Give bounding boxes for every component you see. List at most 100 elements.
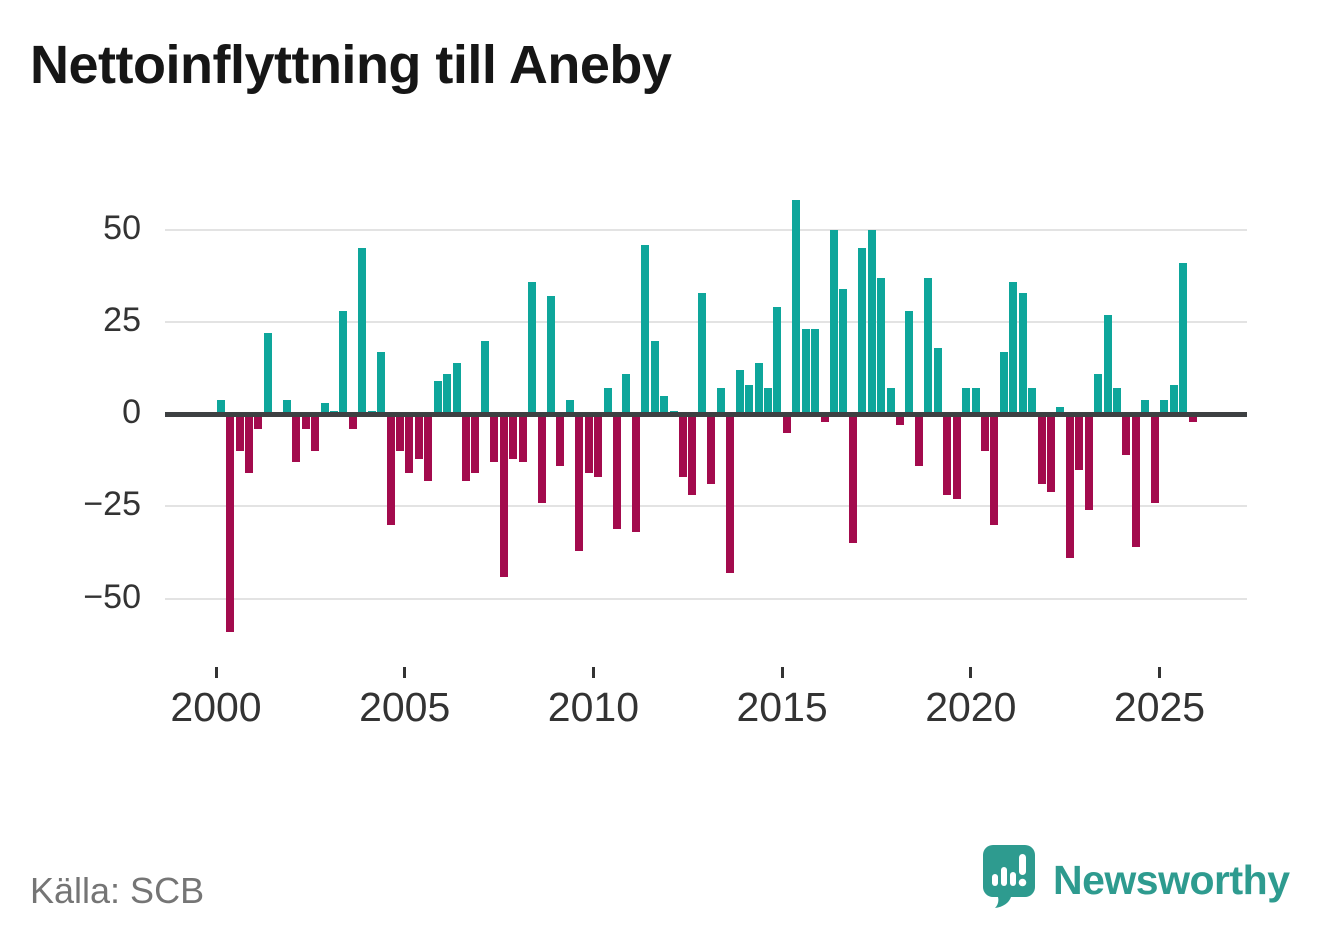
bar-2022-q2 <box>1056 406 1065 415</box>
bar-2024-q4 <box>1150 414 1159 503</box>
bar-2021-q3 <box>1028 388 1037 415</box>
bar-2018-q3 <box>914 414 923 466</box>
bar-2010-q3 <box>612 414 621 529</box>
bar-2009-q4 <box>584 414 593 474</box>
bar-2024-q2 <box>1131 414 1140 548</box>
x-axis-tick-2025 <box>1158 667 1161 678</box>
bar-2020-q4 <box>999 351 1008 415</box>
bar-2025-q3 <box>1179 263 1188 415</box>
chart-title: Nettoinflyttning till Aneby <box>30 35 672 95</box>
bar-2004-q3 <box>386 414 395 525</box>
bar-2020-q3 <box>990 414 999 525</box>
bar-2002-q3 <box>311 414 320 452</box>
x-axis-label-2025: 2025 <box>1113 684 1206 730</box>
bar-2022-q1 <box>1046 414 1055 492</box>
bar-2000-q3 <box>235 414 244 452</box>
x-axis-tick-2015 <box>780 667 784 678</box>
y-axis-label--50: −50 <box>83 577 141 616</box>
bar-2004-q2 <box>377 351 386 415</box>
bar-2002-q1 <box>292 414 301 463</box>
gridline-y--50 <box>165 597 1247 600</box>
bar-2010-q2 <box>603 388 612 415</box>
bar-2012-q2 <box>679 414 688 477</box>
bar-2009-q2 <box>565 399 574 415</box>
gridline-y-50 <box>165 228 1247 231</box>
bar-2006-q2 <box>452 362 461 415</box>
bar-2005-q3 <box>424 414 433 481</box>
gridline-y--25 <box>165 505 1247 508</box>
bar-2024-q3 <box>1141 399 1150 415</box>
bar-2022-q4 <box>1075 414 1084 470</box>
bar-2011-q2 <box>641 244 650 415</box>
bar-2017-q1 <box>858 248 867 415</box>
bar-2025-q2 <box>1169 384 1178 415</box>
bar-2007-q3 <box>499 414 508 577</box>
bar-2011-q1 <box>631 414 640 533</box>
gridline-y-25 <box>165 321 1247 324</box>
bar-2020-q2 <box>980 414 989 452</box>
bar-2014-q1 <box>745 384 754 415</box>
bar-2013-q1 <box>707 414 716 485</box>
bar-2016-q3 <box>839 288 848 415</box>
bar-2000-q2 <box>226 414 235 632</box>
bar-2023-q4 <box>1113 388 1122 415</box>
bar-2002-q2 <box>301 414 310 430</box>
bar-2008-q2 <box>528 281 537 415</box>
bar-2014-q2 <box>754 362 763 415</box>
y-axis-label--25: −25 <box>83 485 141 524</box>
bar-2005-q2 <box>414 414 423 459</box>
bar-2011-q4 <box>660 395 669 415</box>
newsworthy-logo-text: Newsworthy <box>1053 856 1290 903</box>
x-axis-label-2000: 2000 <box>170 684 262 730</box>
y-axis-label-50: 50 <box>103 208 141 247</box>
bar-2003-q2 <box>339 311 348 415</box>
bar-2006-q4 <box>471 414 480 474</box>
bar-2007-q1 <box>480 340 489 415</box>
bar-2019-q2 <box>943 414 952 496</box>
bar-2011-q3 <box>650 340 659 415</box>
bar-2018-q2 <box>905 311 914 415</box>
bar-2012-q3 <box>688 414 697 496</box>
newsworthy-speech-bubble-chart-icon <box>981 843 1037 918</box>
bar-2015-q1 <box>782 414 791 433</box>
bar-2001-q2 <box>263 333 272 415</box>
bar-2000-q1 <box>216 399 225 415</box>
bar-2010-q4 <box>622 373 631 415</box>
bar-2007-q4 <box>509 414 518 459</box>
bar-2008-q3 <box>537 414 546 503</box>
bar-2022-q3 <box>1065 414 1074 559</box>
bar-2003-q3 <box>348 414 357 430</box>
bar-2023-q1 <box>1084 414 1093 511</box>
bar-2000-q4 <box>245 414 254 474</box>
bar-2017-q2 <box>867 229 876 415</box>
bar-2014-q3 <box>763 388 772 415</box>
bar-2016-q2 <box>829 229 838 415</box>
bar-2019-q3 <box>952 414 961 500</box>
bar-2021-q1 <box>1009 281 1018 415</box>
x-axis-tick-2020 <box>969 667 973 678</box>
y-axis-label-0: 0 <box>122 393 141 432</box>
bar-2014-q4 <box>773 307 782 415</box>
bar-2016-q4 <box>848 414 857 544</box>
bar-2006-q1 <box>443 373 452 415</box>
bar-2013-q3 <box>726 414 735 573</box>
bar-2008-q4 <box>546 296 555 415</box>
bar-2010-q1 <box>594 414 603 477</box>
x-axis-tick-2005 <box>403 667 407 678</box>
bar-2023-q2 <box>1094 373 1103 415</box>
bar-2017-q3 <box>877 277 886 415</box>
bar-2020-q1 <box>971 388 980 415</box>
bar-2015-q4 <box>811 329 820 415</box>
x-axis-label-2005: 2005 <box>359 684 451 730</box>
bar-2007-q2 <box>490 414 499 463</box>
x-axis-label-2015: 2015 <box>736 684 828 730</box>
bar-2025-q4 <box>1188 414 1197 422</box>
bar-2021-q4 <box>1037 414 1046 485</box>
source-note: Källa: SCB <box>30 870 205 911</box>
bar-2002-q4 <box>320 403 329 415</box>
zero-axis-line <box>165 411 1247 417</box>
bar-2006-q3 <box>462 414 471 481</box>
bar-2003-q4 <box>358 248 367 415</box>
bar-2009-q3 <box>575 414 584 551</box>
